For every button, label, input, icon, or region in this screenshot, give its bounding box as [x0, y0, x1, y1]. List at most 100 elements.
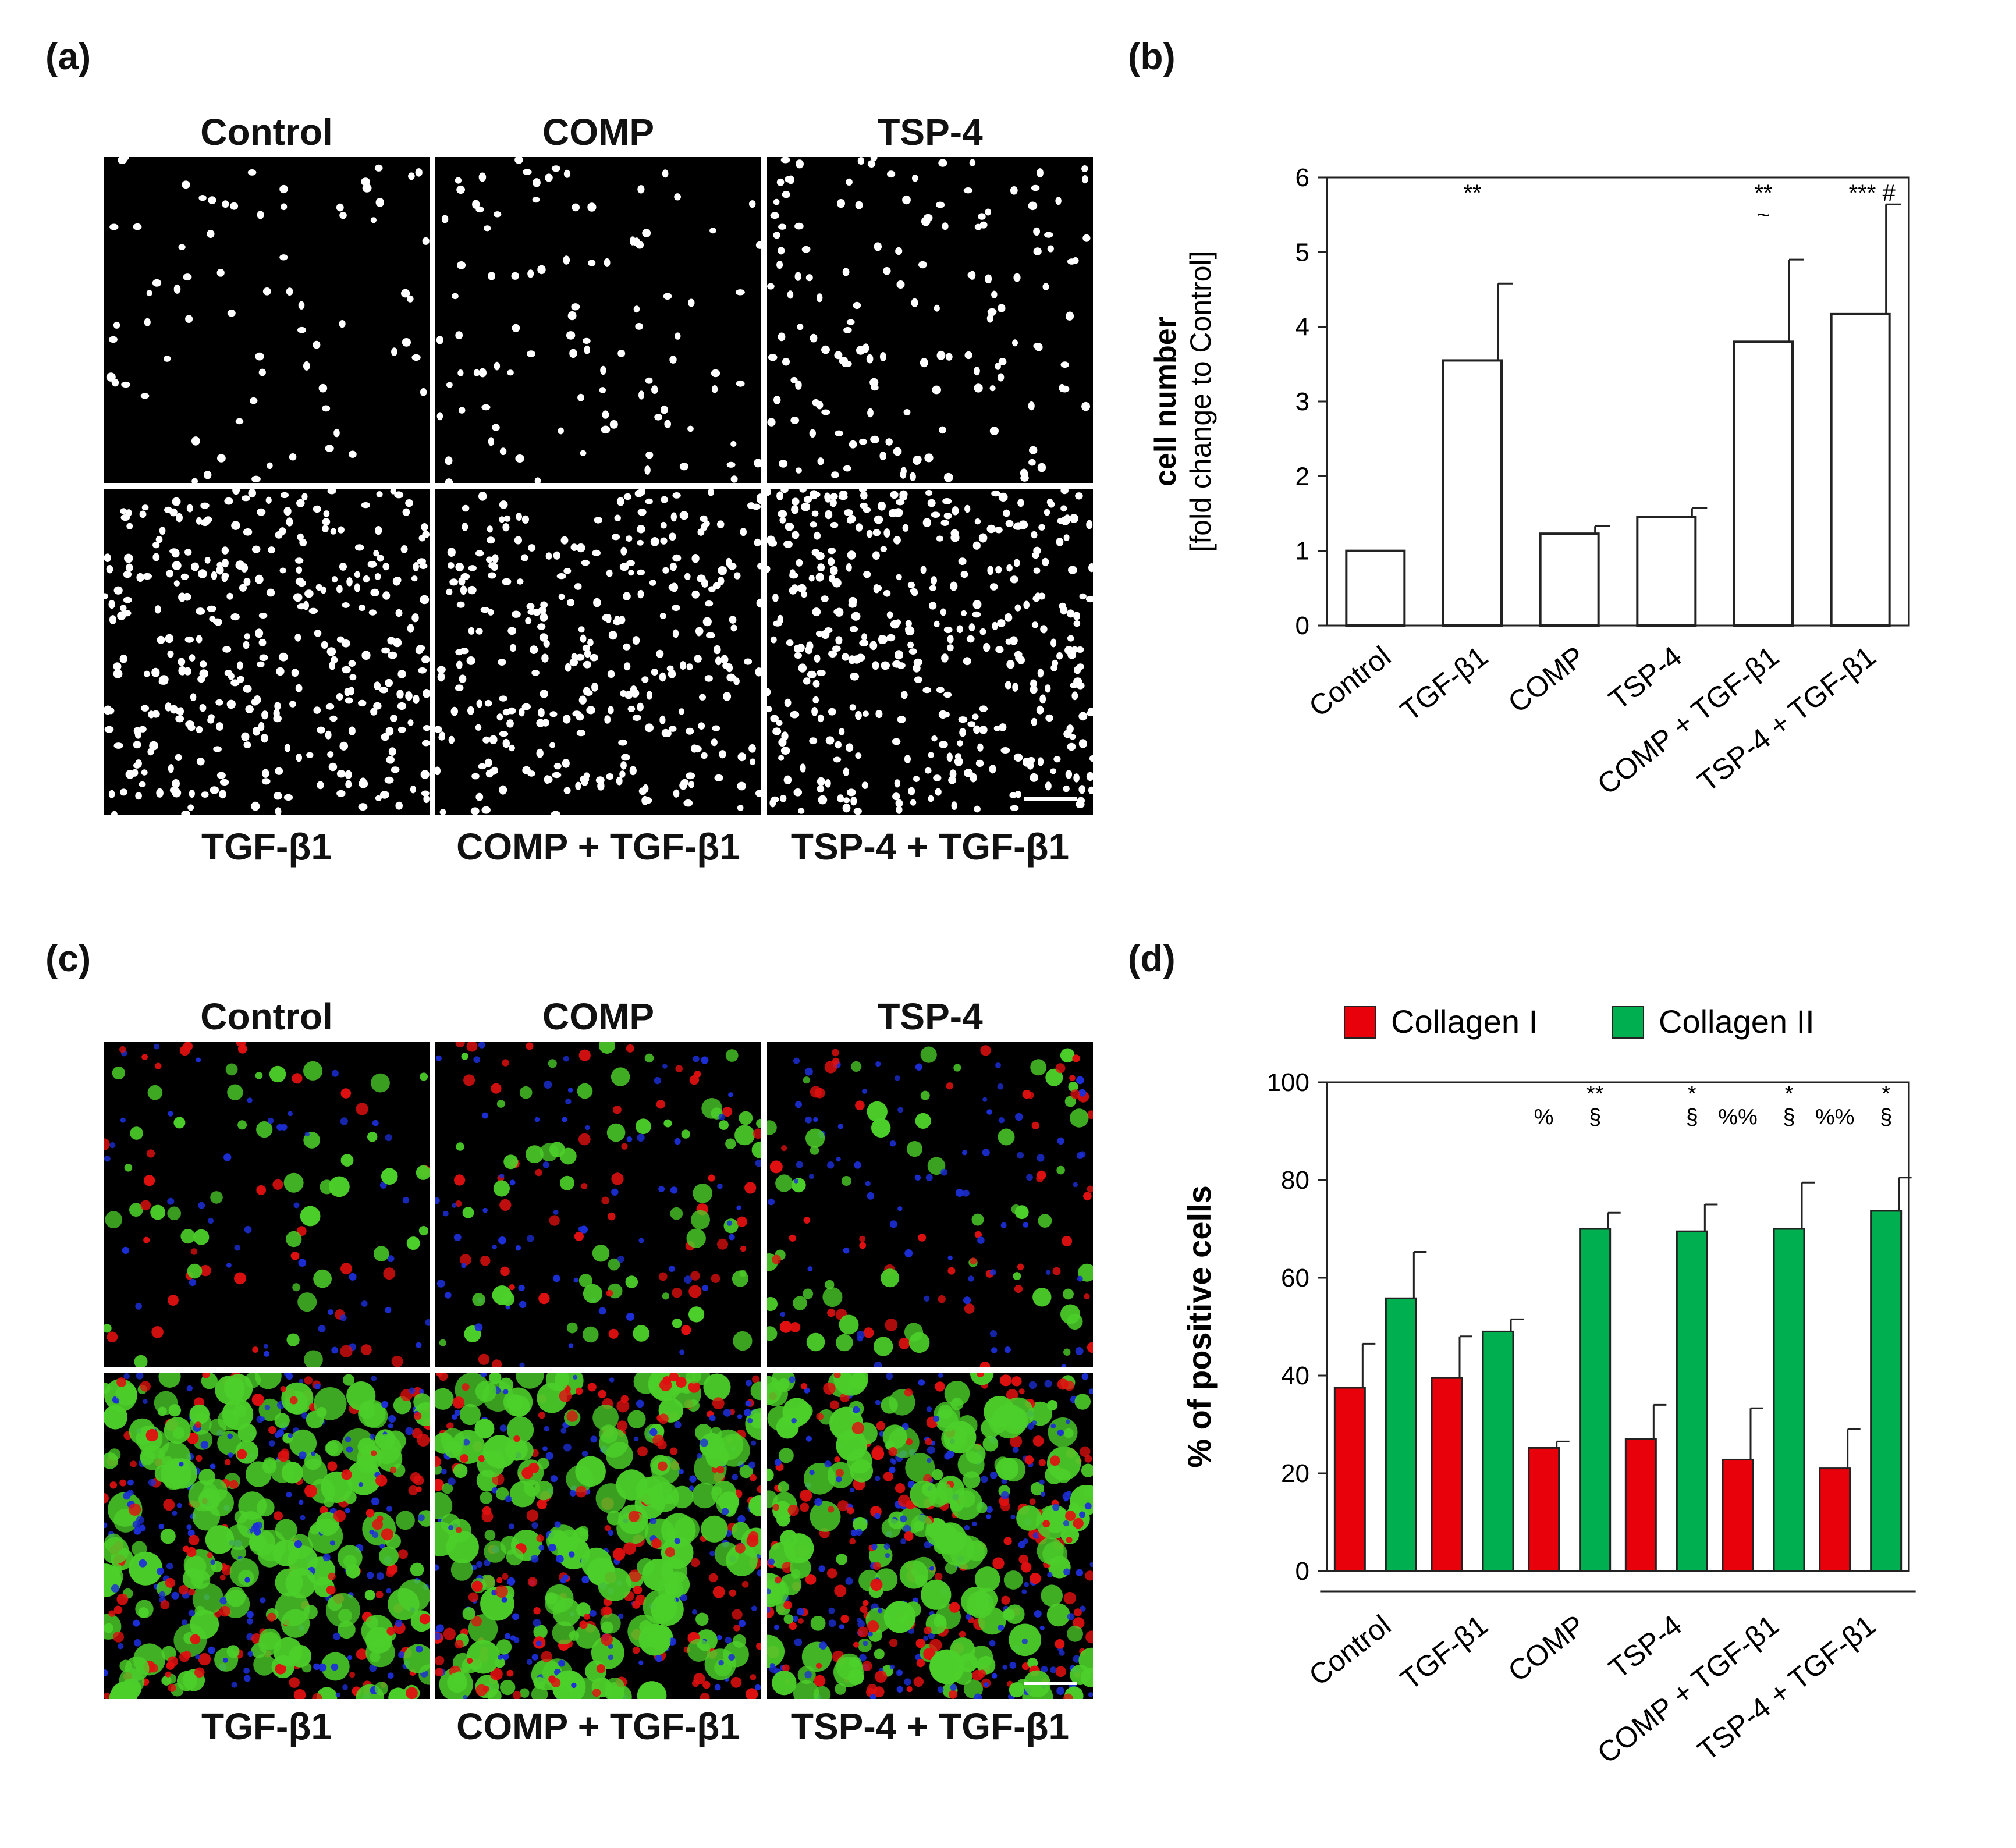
- cell-blob: [949, 1690, 958, 1699]
- cell-blob: [739, 1465, 753, 1479]
- cell-blob: [229, 1558, 259, 1587]
- cell-blob: [505, 1495, 512, 1502]
- cell-blob: [358, 1482, 364, 1487]
- cell-blob: [837, 1500, 849, 1512]
- cell-blob: [989, 1640, 996, 1647]
- cell-blob: [853, 1516, 868, 1532]
- cell-blob: [789, 1376, 796, 1383]
- nucleus-dot: [911, 298, 918, 307]
- nucleus-dot: [972, 541, 981, 550]
- nucleus-dot: [183, 273, 192, 281]
- nucleus-dot: [794, 222, 804, 230]
- nucleus-dot: [837, 199, 845, 208]
- nucleus-dot: [313, 340, 321, 349]
- nucleus-dot: [771, 796, 779, 803]
- nucleus-dot: [402, 508, 410, 516]
- cell-blob: [1067, 1613, 1075, 1620]
- cell-blob: [109, 1481, 117, 1489]
- cell-blob: [612, 1548, 626, 1561]
- nucleus-dot: [499, 516, 505, 523]
- nucleus-dot: [499, 447, 507, 456]
- nucleus-dot: [974, 383, 983, 393]
- nucleus-dot: [821, 345, 830, 354]
- cell-blob: [857, 1620, 865, 1628]
- nucleus-dot: [770, 636, 777, 644]
- cell-blob: [585, 1125, 590, 1131]
- nucleus-dot: [1033, 546, 1041, 555]
- nucleus-dot: [1076, 646, 1084, 653]
- cell-blob: [246, 1611, 254, 1618]
- nucleus-dot: [940, 608, 946, 616]
- nucleus-dot: [645, 451, 654, 459]
- nucleus-dot: [711, 385, 718, 393]
- nucleus-dot: [111, 811, 118, 815]
- nucleus-dot: [514, 157, 523, 164]
- nucleus-dot: [1014, 559, 1020, 567]
- nucleus-dot: [890, 491, 899, 499]
- nucleus-dot: [1050, 768, 1057, 774]
- cell-blob: [881, 1518, 901, 1538]
- cell-blob: [560, 1427, 567, 1434]
- nucleus-dot: [455, 177, 462, 184]
- nucleus-dot: [450, 706, 458, 716]
- cell-blob: [989, 1330, 998, 1338]
- nucleus-dot: [583, 687, 590, 696]
- nucleus-dot: [1053, 756, 1061, 763]
- cell-blob: [797, 1618, 804, 1624]
- cell-blob: [796, 1161, 803, 1168]
- cell-blob: [872, 1562, 881, 1570]
- cell-blob: [493, 1180, 510, 1197]
- cell-blob: [558, 1659, 566, 1667]
- cell-blob: [290, 1252, 300, 1260]
- nucleus-dot: [397, 702, 406, 710]
- nucleus-dot: [344, 687, 350, 696]
- cell-blob: [982, 1149, 990, 1157]
- nucleus-dot: [787, 175, 794, 184]
- nucleus-dot: [1031, 184, 1040, 191]
- cell-blob: [795, 1101, 802, 1108]
- cell-blob: [578, 1274, 592, 1288]
- nucleus-dot: [295, 577, 304, 585]
- nucleus-dot: [893, 447, 902, 456]
- cell-blob: [855, 1100, 865, 1110]
- cell-blob: [745, 1400, 751, 1407]
- nucleus-dot: [510, 644, 516, 652]
- cell-blob: [862, 1661, 872, 1672]
- cell-blob: [903, 1524, 911, 1533]
- cell-blob: [857, 1626, 868, 1638]
- nucleus-dot: [124, 553, 133, 563]
- cell-blob: [171, 1591, 179, 1600]
- cell-blob: [285, 1568, 317, 1599]
- cell-blob: [874, 1362, 882, 1367]
- cell-blob: [836, 1469, 844, 1477]
- cell-blob: [767, 1296, 778, 1312]
- cell-blob: [805, 1067, 813, 1076]
- cell-blob: [805, 1128, 825, 1148]
- nucleus-dot: [245, 705, 254, 713]
- nucleus-dot: [1078, 712, 1088, 721]
- nucleus-dot: [235, 560, 245, 570]
- nucleus-dot: [460, 573, 470, 580]
- cell-blob: [1037, 1154, 1045, 1162]
- nucleus-dot: [1060, 489, 1069, 495]
- nucleus-dot: [711, 738, 718, 747]
- cell-blob: [729, 1589, 736, 1597]
- nucleus-dot: [219, 790, 226, 799]
- cell-blob: [882, 1424, 907, 1449]
- cell-blob: [436, 1624, 444, 1632]
- cell-blob: [573, 1527, 589, 1544]
- nucleus-dot: [468, 627, 475, 635]
- cell-blob: [885, 1319, 898, 1331]
- nucleus-dot: [936, 687, 945, 693]
- panel-c-letter: (c): [45, 937, 91, 979]
- nucleus-dot: [553, 762, 562, 770]
- cell-blob: [512, 1613, 519, 1620]
- nucleus-dot: [1005, 520, 1014, 527]
- nucleus-dot: [644, 723, 654, 733]
- nucleus-dot: [279, 184, 288, 194]
- cell-blob: [509, 1523, 514, 1530]
- cell-blob: [739, 1111, 753, 1125]
- cell-blob: [502, 1059, 509, 1067]
- nucleus-dot: [642, 229, 651, 237]
- cell-blob: [816, 1413, 824, 1420]
